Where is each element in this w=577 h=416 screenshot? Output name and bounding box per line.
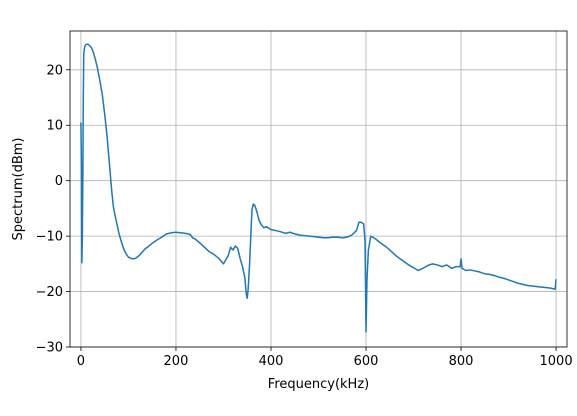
x-tick-label: 600 — [354, 354, 379, 369]
series-line-spectrum — [80, 43, 557, 333]
tick-layer: 0 200 400 600 800 1000 −30 −20 −10 0 10 20 — [36, 63, 573, 369]
y-tick-label: 0 — [55, 174, 63, 189]
y-tick-label: 20 — [46, 63, 63, 78]
x-tick-label: 400 — [259, 354, 284, 369]
grid — [70, 31, 567, 348]
y-tick-label: −30 — [36, 341, 63, 356]
y-axis-title: Spectrum(dBm) — [11, 138, 26, 241]
y-tick-label: 10 — [46, 119, 63, 134]
plot-frame — [69, 30, 568, 348]
y-tick-label: −10 — [36, 230, 63, 245]
x-axis-title: Frequency(kHz) — [268, 377, 369, 392]
x-tick-label: 1000 — [540, 354, 573, 369]
y-tick-label: −20 — [36, 285, 63, 300]
x-tick-label: 0 — [77, 354, 85, 369]
x-tick-label: 800 — [449, 354, 474, 369]
x-tick-label: 200 — [164, 354, 189, 369]
series-layer — [80, 43, 557, 333]
